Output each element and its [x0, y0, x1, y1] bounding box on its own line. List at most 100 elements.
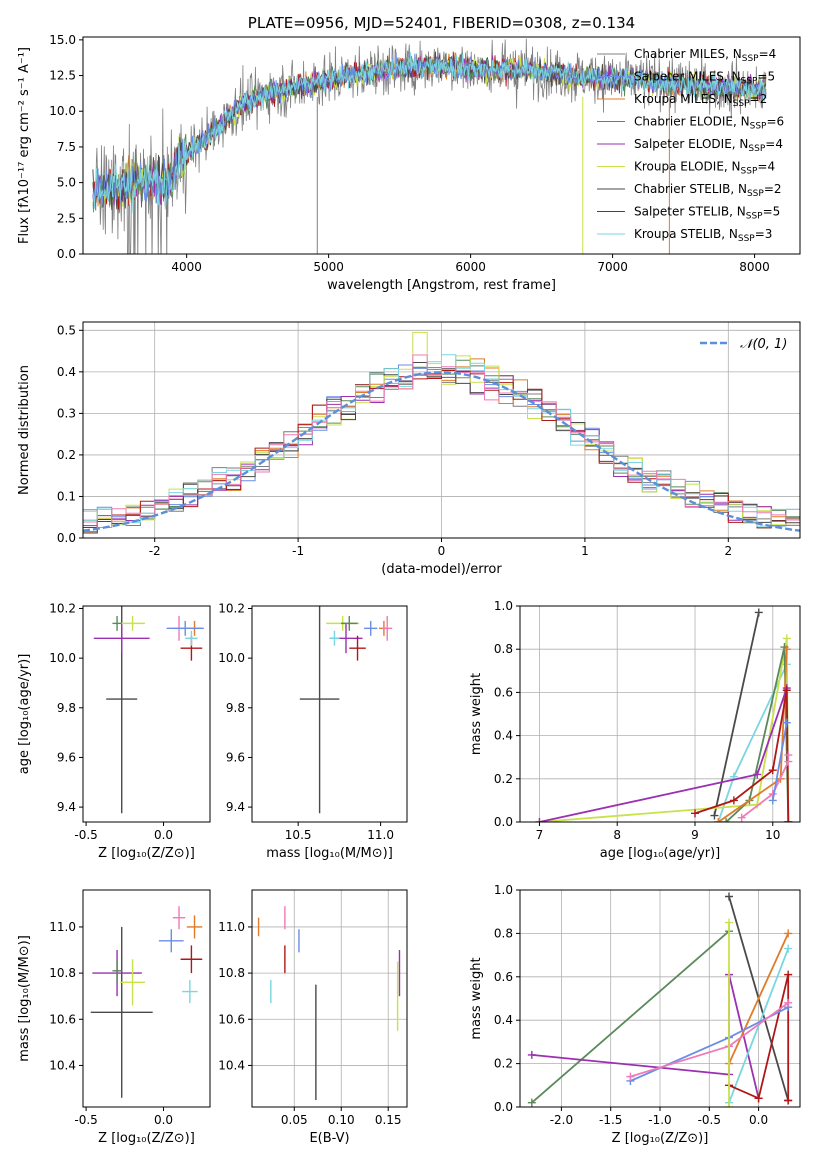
y-tick-label: 9.6	[57, 750, 76, 764]
legend-name: Salpeter ELODIE	[634, 137, 732, 151]
legend-eq: =	[757, 160, 767, 174]
chart-age-vs-mass: 10.5 11.0 9.4 9.6 9.8 10.0 10.2 mass [log₁₀(M/M…	[218, 601, 408, 861]
y-tick-label: 10.8	[49, 966, 76, 980]
y-axis-label: age [log₁₀(age/yr)]	[17, 654, 32, 775]
legend-nssp: 4	[767, 160, 775, 174]
errorbar-point-kroupa-stelib	[329, 630, 340, 646]
errorbar-point-kroupa-stelib	[182, 980, 198, 1004]
y-tick-label: 10.0	[49, 104, 76, 118]
y-tick-label: 9.4	[57, 800, 76, 814]
legend-name: Kroupa MILES	[634, 92, 716, 106]
y-tick-label: 0.2	[494, 772, 513, 786]
errorbar-point-chabrier-elodie	[112, 959, 122, 983]
y-tick-label: 0.3	[57, 406, 76, 420]
y-tick-label: 0.6	[494, 970, 513, 984]
legend-nssp: 2	[774, 182, 782, 196]
axes-frame	[519, 889, 801, 1108]
weight-marker	[754, 1094, 763, 1103]
x-tick-label: -2.0	[550, 1113, 573, 1127]
x-axis-label: mass [log₁₀(M/M⊙)]	[266, 846, 393, 861]
y-tick-label: 10.6	[218, 1012, 245, 1026]
legend-entry: 𝒩(0, 1)	[740, 337, 787, 352]
y-tick-label: 11.0	[218, 920, 245, 934]
legend-nssp: 4	[775, 137, 783, 151]
weight-marker	[725, 1103, 734, 1107]
x-tick-label: 1	[581, 544, 589, 558]
weight-line-salpeter-miles	[771, 722, 788, 801]
weight-marker	[784, 970, 793, 979]
legend-entry: Chabrier MILES, NSSP=4	[634, 47, 776, 64]
legend-name: Salpeter MILES	[634, 70, 724, 84]
errorbar-point-chabrier-elodie	[112, 615, 122, 631]
weight-marker	[768, 766, 777, 775]
y-tick-label: 0.4	[494, 729, 513, 743]
legend-nssp: 2	[760, 92, 768, 106]
legend-name: Chabrier STELIB	[634, 182, 730, 196]
weight-marker	[784, 1096, 793, 1105]
x-tick-label: 8	[613, 828, 621, 842]
weight-line-chabrier-elodie	[531, 930, 730, 1104]
y-tick-label: 1.0	[494, 883, 513, 897]
normal-curve	[83, 371, 800, 532]
errorbar-point-salpeter-miles	[158, 929, 184, 953]
legend-sub: SSP	[741, 77, 758, 87]
legend-name: Kroupa ELODIE	[634, 160, 724, 174]
histogram-kroupa-stelib	[83, 354, 800, 527]
legend-entry: Salpeter ELODIE, NSSP=4	[634, 137, 783, 154]
errorbar-point-pink	[382, 615, 393, 641]
weight-line-salpeter-stelib	[728, 974, 790, 1101]
y-axis-label: Normed distribution	[17, 365, 32, 495]
y-tick-label: 10.4	[218, 1058, 245, 1072]
weight-marker	[782, 686, 791, 695]
y-tick-label: 10.2	[49, 601, 76, 615]
x-tick-label: -1.0	[648, 1113, 671, 1127]
legend-eq: =	[750, 92, 760, 106]
weight-marker	[714, 818, 723, 822]
legend-nssp: 5	[767, 70, 775, 84]
legend-sub: SSP	[746, 212, 763, 222]
y-axis-label: mass weight	[469, 957, 484, 1039]
legend-sub: SSP	[738, 234, 755, 244]
errorbar-point-kroupa-elodie	[120, 959, 145, 1006]
x-tick-label: 11.0	[367, 828, 394, 842]
legend-nssp: 4	[769, 47, 777, 61]
x-tick-label: 0.0	[154, 828, 173, 842]
y-tick-label: 1.0	[494, 599, 513, 613]
x-tick-label: -0.5	[74, 1113, 97, 1127]
x-axis-label: (data-model)/error	[381, 562, 502, 577]
plot-area	[92, 38, 767, 254]
x-axis-label: age [log₁₀(age/yr)]	[600, 846, 721, 861]
y-tick-label: 9.4	[226, 800, 245, 814]
x-tick-label: -0.5	[698, 1113, 721, 1127]
weight-marker	[782, 718, 791, 727]
x-tick-label: 4000	[171, 260, 202, 274]
legend-eq: =	[765, 137, 775, 151]
legend-n: , N	[733, 115, 750, 129]
weight-marker	[784, 944, 793, 953]
errorbar-point-chabrier-stelib	[299, 606, 340, 814]
legend-n: , N	[725, 47, 742, 61]
y-axis-label: Flux [fλ10⁻¹⁷ erg cm⁻² s⁻¹ A⁻¹]	[17, 47, 32, 244]
y-tick-label: 7.5	[57, 140, 76, 154]
y-tick-label: 10.8	[218, 966, 245, 980]
plot-area	[299, 606, 393, 814]
weight-marker	[784, 929, 793, 938]
plot-area	[93, 606, 204, 814]
plot-area	[90, 906, 203, 1098]
weight-line-chabrier-elodie	[725, 646, 790, 822]
weight-line-salpeter-elodie	[531, 974, 760, 1099]
legend-eq: =	[764, 182, 774, 196]
errorbar-point-salpeter-miles	[364, 620, 378, 636]
legend-sub: SSP	[748, 144, 765, 154]
errorbar-point-pink	[172, 906, 186, 930]
legend-eq: =	[763, 205, 773, 219]
weight-line-kroupa-miles	[728, 933, 790, 1064]
x-tick-label: -1.5	[599, 1113, 622, 1127]
axes-frame	[82, 889, 211, 1108]
y-tick-label: 0.0	[494, 815, 513, 829]
x-tick-label: 2	[724, 544, 732, 558]
y-tick-label: 0.2	[57, 448, 76, 462]
weight-marker	[722, 818, 731, 822]
weight-marker	[710, 811, 719, 820]
